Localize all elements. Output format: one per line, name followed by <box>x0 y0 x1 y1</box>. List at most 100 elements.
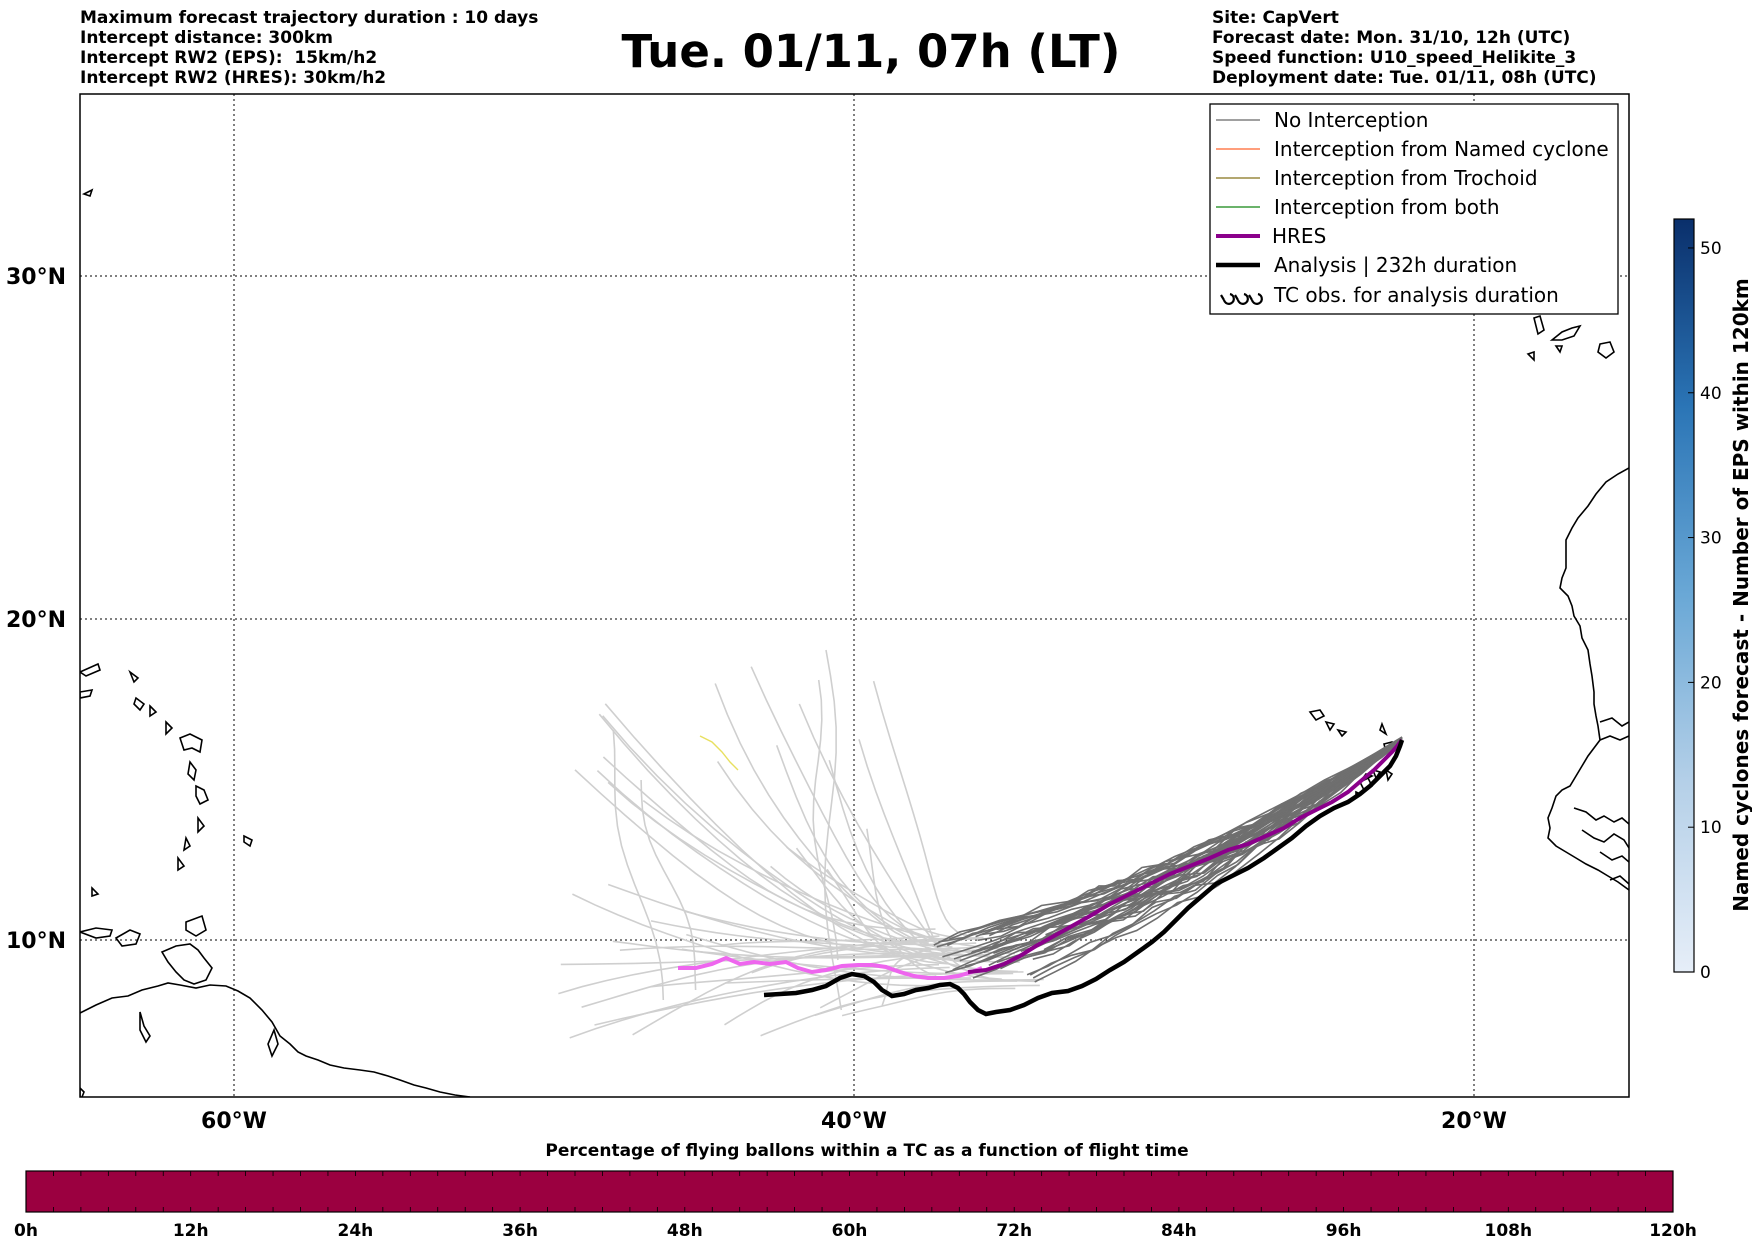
trajectory-line <box>607 883 1020 963</box>
island <box>182 835 192 852</box>
colorbar-flight-time-minor-ticks <box>53 1171 1646 1212</box>
colorbar-tick-label: 0 <box>1700 963 1711 983</box>
colorbar-flight-time-bar <box>25 1170 1674 1213</box>
island <box>149 704 158 718</box>
legend-label: HRES <box>1272 224 1326 248</box>
lat-label: 30°N <box>6 265 66 290</box>
island <box>165 720 174 736</box>
colorbar-tick-label: 48h <box>667 1221 703 1241</box>
island-cape-verde <box>1379 721 1388 737</box>
colorbar-tick-label: 60h <box>832 1221 868 1241</box>
trajectory-line <box>841 987 1016 1017</box>
legend-label: Interception from Trochoid <box>1274 166 1538 190</box>
trajectory-line <box>814 980 1018 1017</box>
coast-detail <box>139 1011 151 1044</box>
legend-label: Interception from Named cyclone <box>1274 137 1609 161</box>
lon-label: 20°W <box>1441 1109 1507 1134</box>
coast-venezuela-gulf <box>160 943 213 985</box>
trajectory-line <box>569 966 950 1039</box>
island-canary <box>1526 350 1535 362</box>
map-frame <box>79 93 1630 1098</box>
trajectory-trochoid-interception <box>699 735 739 771</box>
island-canary <box>1549 324 1582 341</box>
coast-west-africa-detail <box>1581 829 1629 849</box>
island <box>187 760 197 782</box>
lat-label: 10°N <box>6 929 66 954</box>
trajectory-line <box>828 759 976 972</box>
trajectory-hres <box>967 738 1404 974</box>
island-cape-verde <box>1384 768 1394 783</box>
island <box>197 815 206 834</box>
island-cape-verde <box>1324 720 1336 732</box>
header-right-line: Forecast date: Mon. 31/10, 12h (UTC) <box>1212 28 1571 48</box>
trajectory-line <box>574 769 953 956</box>
trajectory-line <box>858 739 962 962</box>
colorbar-eps-ticks: 0 10 20 30 40 50 <box>1688 239 1722 983</box>
header-right-line: Site: CapVert <box>1212 8 1339 28</box>
island-guadeloupe <box>179 733 203 754</box>
trajectory-line <box>607 781 970 957</box>
coast-detail <box>267 1027 279 1059</box>
trajectory-line <box>722 935 940 946</box>
trajectory-line <box>823 649 843 1011</box>
lat-label: 20°N <box>6 608 66 633</box>
trajectory-line <box>594 971 1024 1026</box>
island-canary <box>1554 345 1564 354</box>
page-title-text: Tue. 01/11, 07h (LT) <box>621 25 1121 78</box>
coast-detail <box>80 927 114 939</box>
lon-label: 40°W <box>821 1109 887 1134</box>
island-bermuda <box>81 188 94 198</box>
colorbar-tick-label: 96h <box>1326 1221 1362 1241</box>
trajectory-line <box>558 937 960 995</box>
colorbar-flight-time-title: Percentage of flying ballons within a TC… <box>545 1141 1188 1161</box>
colorbar-tick-label: 84h <box>1161 1221 1197 1241</box>
trajectory-line <box>650 963 940 988</box>
tc-symbol-icon <box>1220 292 1263 305</box>
coast-west-africa-detail <box>1609 875 1629 885</box>
header-left-line: Intercept RW2 (EPS): 15km/h2 <box>80 48 378 68</box>
colorbar-tick-label: 0h <box>14 1221 38 1241</box>
coast-west-africa-detail <box>1573 807 1629 825</box>
legend-label: No Interception <box>1274 108 1428 132</box>
trajectory-line <box>972 739 1403 979</box>
coast-south-america <box>80 982 471 1097</box>
colorbar-tick-label: 40 <box>1700 384 1722 404</box>
colorbar-tick-label: 10 <box>1700 818 1722 838</box>
trajectory-line <box>581 952 975 1008</box>
colorbar-eps: 0 10 20 30 40 50 Named cyclones forecast - Nu… <box>1673 218 1752 983</box>
legend-box <box>1209 103 1619 315</box>
trajectory-line <box>967 737 1403 933</box>
page-title: Tue. 01/11, 07h (LT) <box>0 26 1752 78</box>
island-barbados <box>243 834 253 848</box>
trajectory-line <box>640 779 697 991</box>
island <box>91 886 100 898</box>
trajectory-line <box>619 945 998 951</box>
colorbar-tick-label: 108h <box>1485 1221 1533 1241</box>
header-right-info: Site: CapVert Forecast date: Mon. 31/10,… <box>1212 8 1597 88</box>
trajectory-line <box>650 920 1015 955</box>
trajectory-line <box>881 948 938 1006</box>
header-left-line: Intercept RW2 (HRES): 30km/h2 <box>80 68 387 88</box>
island <box>80 688 94 699</box>
colorbar-tick-label: 120h <box>1649 1221 1697 1241</box>
header-left-line: Intercept distance: 300km <box>80 28 333 48</box>
colorbar-eps-title: Named cyclones forecast - Number of EPS … <box>1729 278 1752 912</box>
header-left-info: Maximum forecast trajectory duration : 1… <box>80 8 538 88</box>
trajectory-line <box>750 666 957 941</box>
coast-south-america-west <box>80 1086 85 1097</box>
trajectory-line <box>812 679 839 961</box>
island-cape-verde <box>1308 709 1326 722</box>
island-cape-verde <box>1336 728 1348 738</box>
trajectory-line <box>1032 736 1403 979</box>
header-left-line: Maximum forecast trajectory duration : 1… <box>80 8 539 28</box>
island <box>80 662 101 677</box>
trajectory-line <box>684 910 977 946</box>
trajectory-line <box>795 847 970 963</box>
trajectory-line <box>1020 738 1403 952</box>
trajectory-line <box>872 680 972 937</box>
colorbar-flight-time-ticks: 0h 12h 24h 36h 48h 60h 72h 84h 96h 108h 120h <box>14 1221 1697 1241</box>
colorbar-tick-label: 50 <box>1700 239 1722 259</box>
island-martinique <box>195 784 210 806</box>
colorbar-tick-label: 12h <box>173 1221 209 1241</box>
coast-west-africa-detail <box>1599 851 1629 863</box>
